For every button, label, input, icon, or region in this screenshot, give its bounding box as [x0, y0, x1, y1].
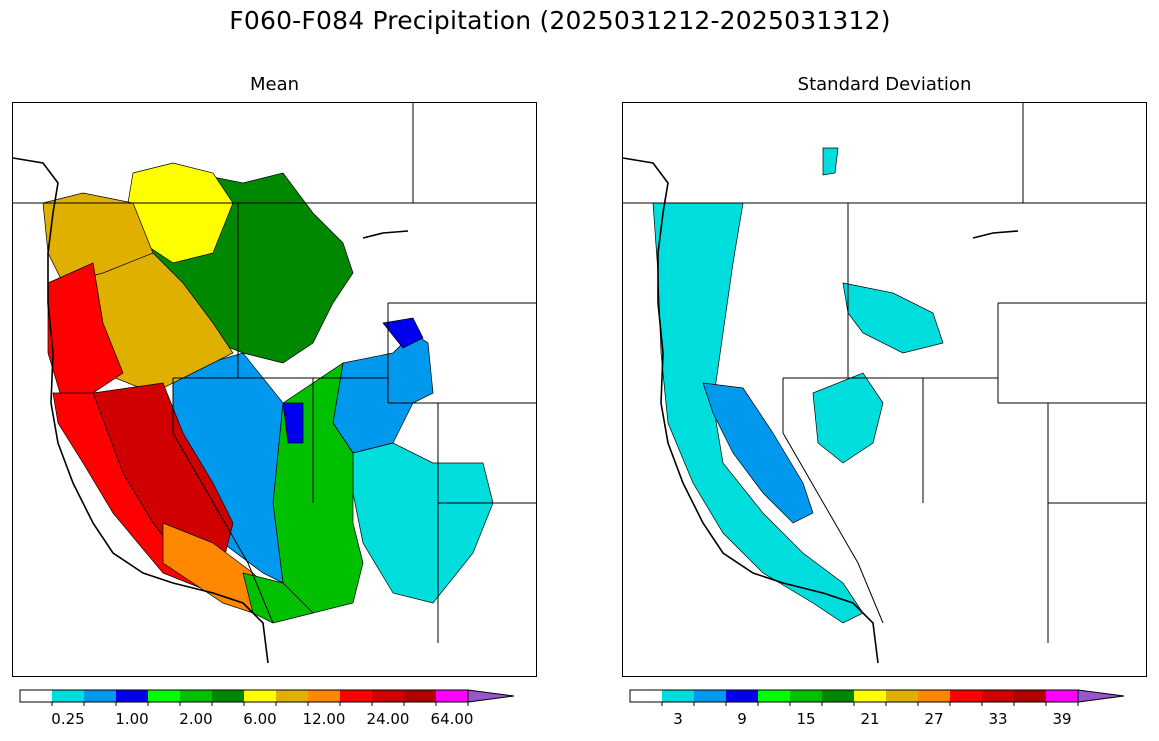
map-region-southwest-desert: [332, 332, 434, 454]
colorbar-bin: [116, 690, 148, 702]
std-colorbar-svg: [629, 689, 1125, 706]
colorbar-bin: [436, 690, 468, 702]
colorbar-tick-label: 6.00: [243, 710, 277, 728]
map-region-northern-nevada: [812, 372, 884, 464]
map-region-pacific-northwest-coast: [42, 192, 154, 284]
colorbar-bin: [982, 690, 1014, 702]
colorbar-bin: [372, 690, 404, 702]
colorbar-bin: [886, 690, 918, 702]
colorbar-tick-label: 39: [1052, 710, 1072, 728]
colorbar-tick-label: 12.00: [302, 710, 346, 728]
mean-map-canvas: [13, 103, 536, 664]
colorbar-extension: [467, 689, 515, 703]
colorbar-bin: [918, 690, 950, 702]
colorbar-bin: [276, 690, 308, 702]
colorbar-bin: [790, 690, 822, 702]
colorbar-tick-label: 0.25: [51, 710, 85, 728]
map-region-northern-california-coast: [47, 262, 124, 404]
colorbar-bin: [758, 690, 790, 702]
colorbar-tick-label: 24.00: [366, 710, 410, 728]
map-region-great-basin: [242, 572, 314, 624]
figure-title: F060-F084 Precipitation (2025031212-2025…: [229, 6, 891, 35]
colorbar-bin: [308, 690, 340, 702]
colorbar-bin: [84, 690, 116, 702]
map-region-sierra-nevada: [702, 382, 814, 524]
mean-colorbar-svg: [19, 689, 515, 706]
colorbar-tick-label: 1.00: [115, 710, 149, 728]
colorbar-tick-label: 9: [737, 710, 747, 728]
colorbar-bin: [726, 690, 758, 702]
colorbar-bin: [1046, 690, 1078, 702]
colorbar-bin: [244, 690, 276, 702]
colorbar-tick-label: 21: [860, 710, 880, 728]
colorbar-bin: [20, 690, 52, 702]
map-region-wyoming-peaks: [282, 402, 304, 444]
colorbar-tick-label: 27: [924, 710, 944, 728]
colorbar-bin: [148, 690, 180, 702]
colorbar-tick-label: 64.00: [430, 710, 474, 728]
colorbar-extension: [1077, 689, 1125, 703]
mean-map[interactable]: [12, 102, 537, 677]
map-region-central-idaho: [822, 147, 839, 176]
map-region-wyoming-peaks: [382, 317, 424, 349]
colorbar-tick-label: 33: [988, 710, 1008, 728]
colorbar-bin: [630, 690, 662, 702]
colorbar-bin: [52, 690, 84, 702]
colorbar-bin: [694, 690, 726, 702]
colorbar-tick-label: 15: [796, 710, 816, 728]
colorbar-bin: [822, 690, 854, 702]
map-region-colorado-plateau: [352, 442, 494, 604]
std-map[interactable]: [622, 102, 1147, 677]
colorbar-tick-label: 3: [673, 710, 683, 728]
std-colorbar: [629, 689, 1140, 706]
colorbar-bin: [662, 690, 694, 702]
colorbar-bin: [1014, 690, 1046, 702]
colorbar-bin: [950, 690, 982, 702]
colorbar-bin: [854, 690, 886, 702]
colorbar-bin: [212, 690, 244, 702]
colorbar-tick-label: 2.00: [179, 710, 213, 728]
mean-colorbar: [19, 689, 530, 706]
map-region-central-idaho: [842, 282, 944, 354]
colorbar-bin: [404, 690, 436, 702]
std-panel-title: Standard Deviation: [797, 74, 972, 95]
mean-panel-title: Mean: [249, 74, 300, 95]
std-map-canvas: [623, 103, 1146, 664]
colorbar-bin: [340, 690, 372, 702]
colorbar-bin: [180, 690, 212, 702]
